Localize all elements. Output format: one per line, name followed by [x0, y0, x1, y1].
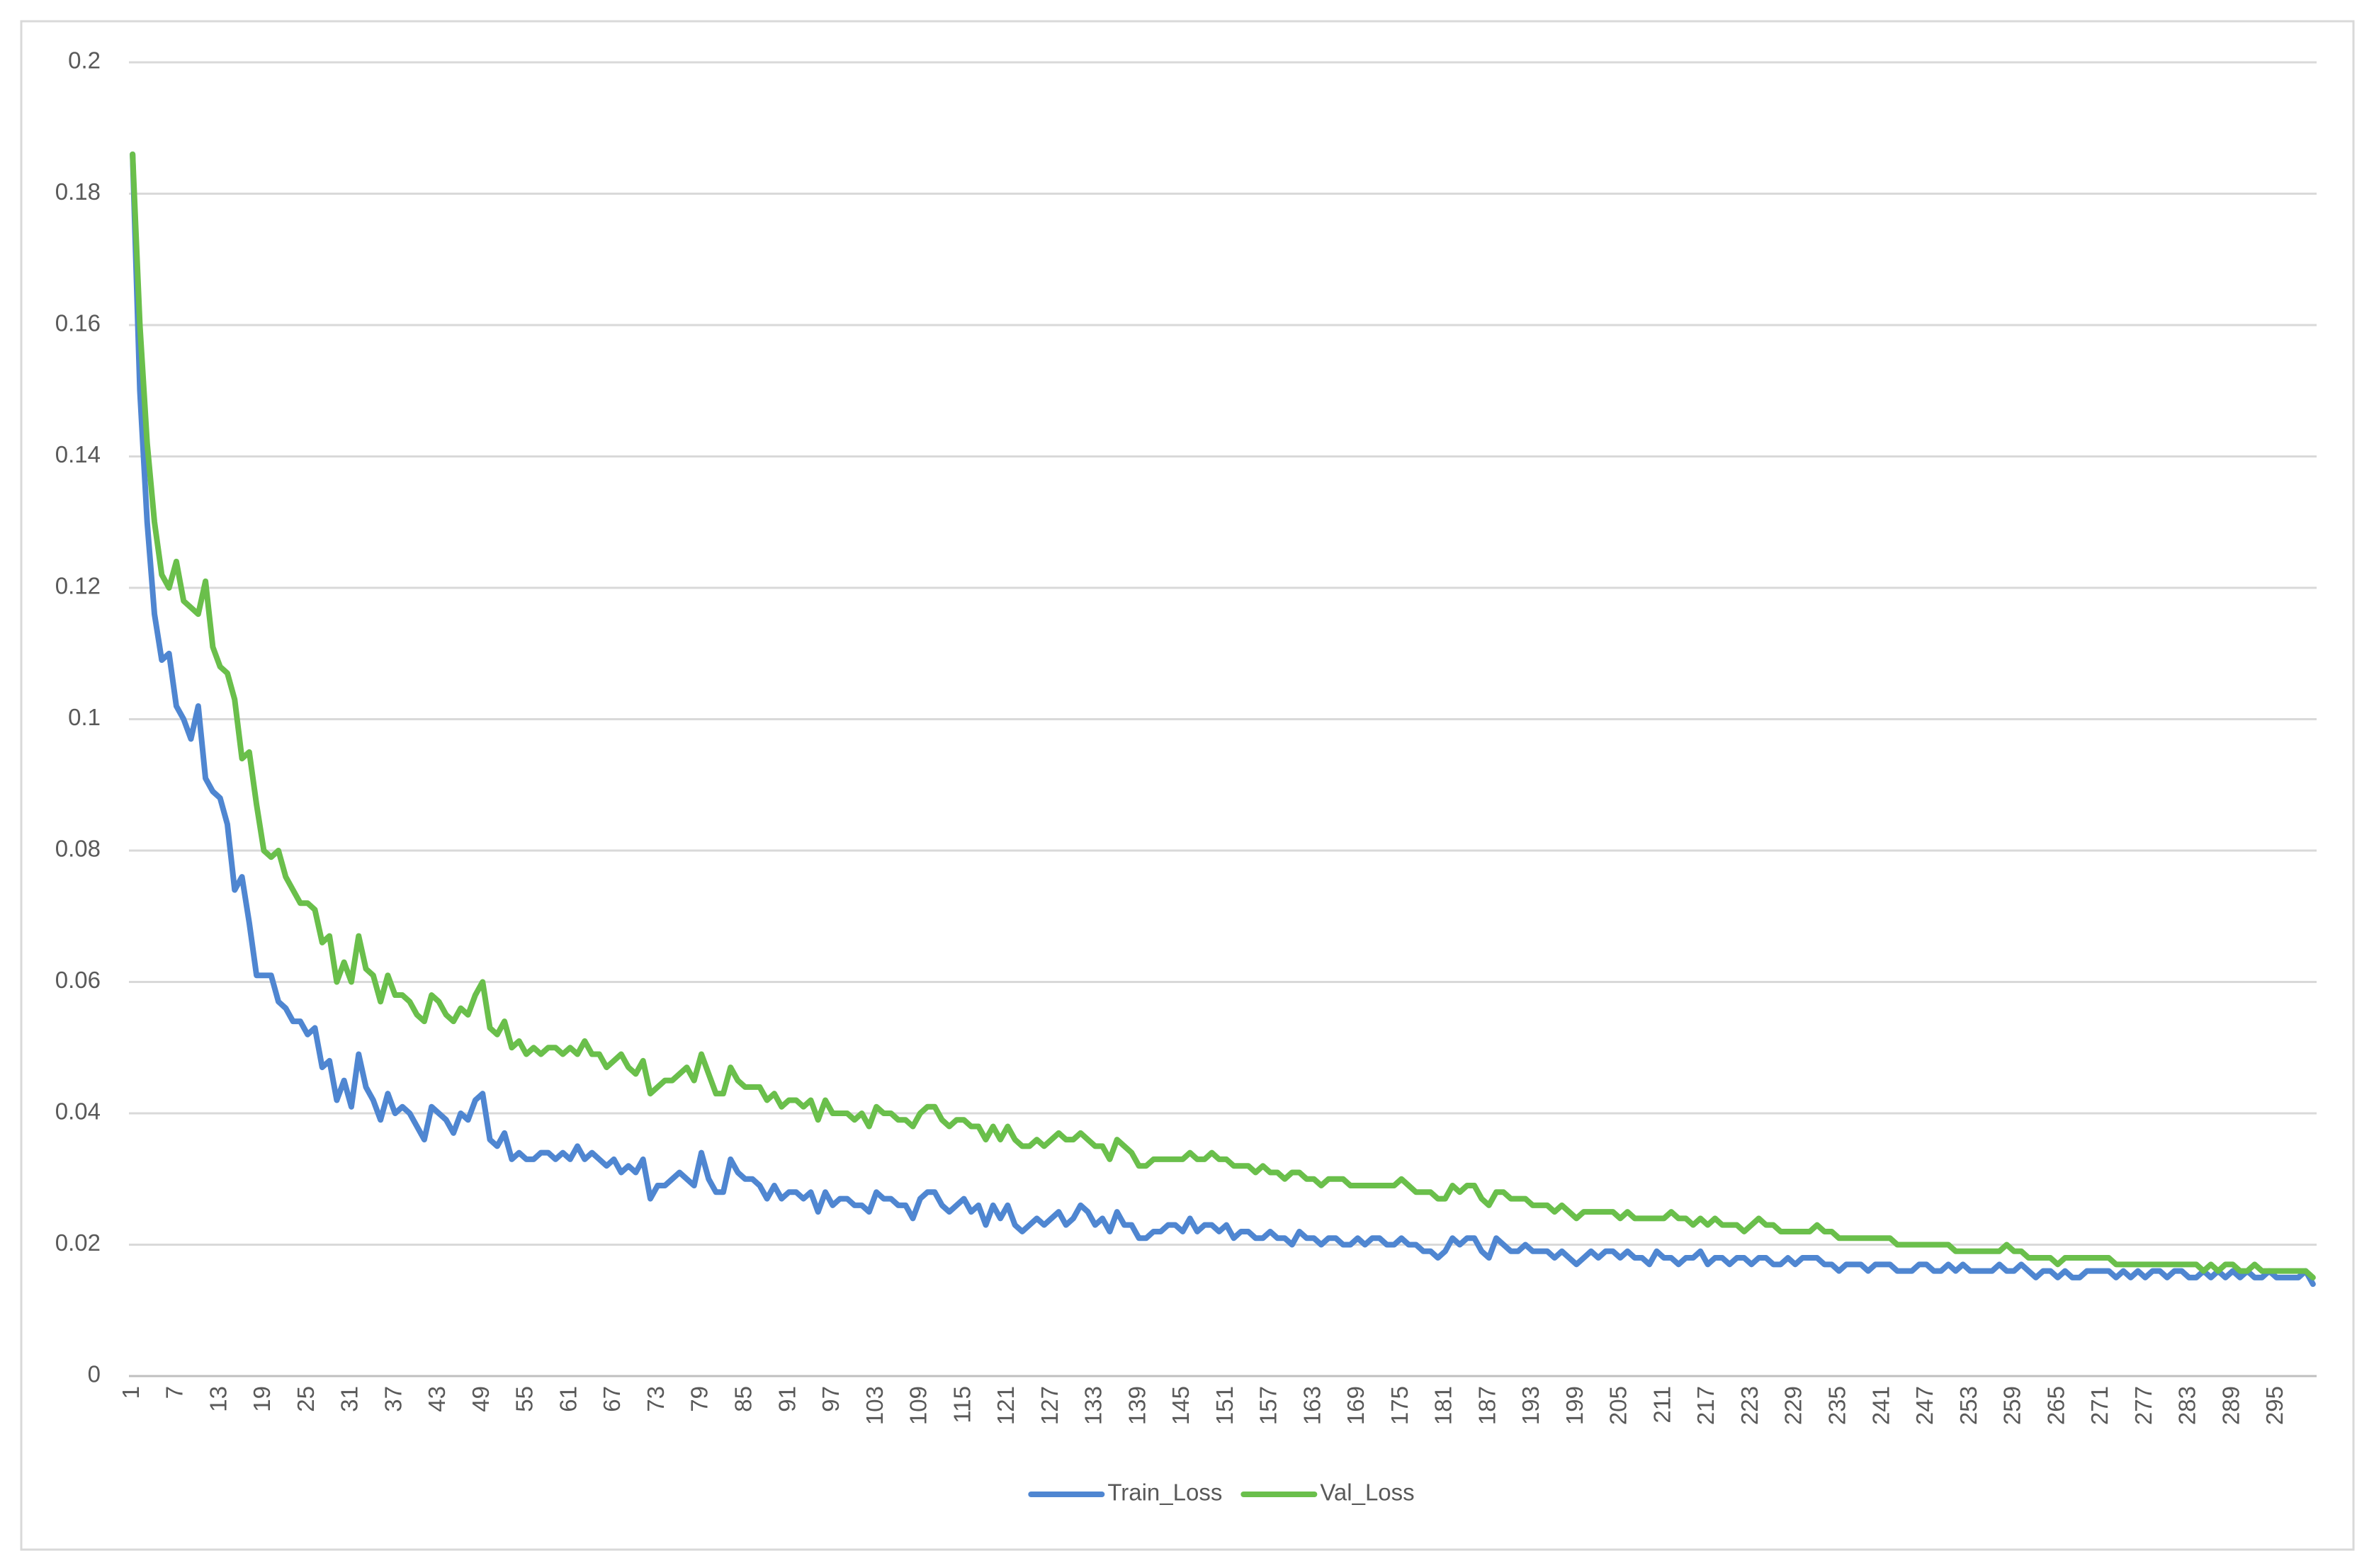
- x-tick-label: 253: [1955, 1386, 1982, 1425]
- x-tick-label: 235: [1824, 1386, 1850, 1425]
- y-tick-label: 0.12: [55, 573, 101, 599]
- legend-label: Val_Loss: [1320, 1479, 1414, 1506]
- x-tick-label: 205: [1605, 1386, 1632, 1425]
- x-tick-label: 73: [643, 1386, 669, 1412]
- x-tick-label: 49: [468, 1386, 494, 1412]
- x-tick-label: 289: [2217, 1386, 2244, 1425]
- x-tick-label: 157: [1255, 1386, 1282, 1425]
- x-tick-label: 277: [2130, 1386, 2157, 1425]
- y-tick-label: 0.08: [55, 836, 101, 862]
- x-tick-label: 139: [1124, 1386, 1150, 1425]
- x-tick-label: 67: [599, 1386, 625, 1412]
- x-tick-label: 229: [1780, 1386, 1807, 1425]
- y-tick-label: 0.14: [55, 441, 101, 467]
- x-tick-label: 283: [2174, 1386, 2200, 1425]
- x-tick-label: 1: [118, 1386, 144, 1399]
- y-tick-label: 0.16: [55, 310, 101, 336]
- x-tick-label: 151: [1211, 1386, 1238, 1425]
- x-tick-label: 211: [1649, 1386, 1675, 1424]
- x-tick-label: 247: [1911, 1386, 1938, 1425]
- x-tick-label: 37: [380, 1386, 406, 1412]
- x-tick-label: 109: [905, 1386, 932, 1425]
- series-line: [130, 151, 2316, 1280]
- x-tick-label: 187: [1474, 1386, 1500, 1425]
- x-tick-label: 19: [249, 1386, 275, 1412]
- x-tick-label: 163: [1299, 1386, 1325, 1425]
- x-tick-label: 241: [1867, 1386, 1894, 1425]
- y-tick-label: 0.1: [68, 704, 101, 730]
- x-tick-label: 271: [2086, 1386, 2113, 1425]
- x-tick-label: 7: [162, 1386, 188, 1399]
- x-tick-label: 97: [818, 1386, 844, 1412]
- y-tick-label: 0: [88, 1361, 101, 1387]
- x-tick-label: 181: [1430, 1386, 1457, 1425]
- x-tick-label: 121: [993, 1386, 1019, 1425]
- x-tick-label: 25: [293, 1386, 319, 1412]
- y-tick-label: 0.18: [55, 178, 101, 205]
- x-tick-label: 43: [424, 1386, 450, 1412]
- legend-label: Train_Loss: [1107, 1479, 1222, 1506]
- x-tick-label: 193: [1517, 1386, 1544, 1425]
- x-tick-label: 259: [1999, 1386, 2025, 1425]
- chart-border: [20, 20, 2355, 1551]
- x-tick-label: 133: [1080, 1386, 1107, 1425]
- x-tick-label: 217: [1692, 1386, 1719, 1425]
- x-tick-label: 13: [205, 1386, 231, 1412]
- x-tick-label: 55: [511, 1386, 538, 1412]
- x-tick-label: 61: [555, 1386, 581, 1412]
- x-tick-label: 115: [949, 1386, 975, 1424]
- legend: Train_Loss Val_Loss: [1028, 1479, 1415, 1506]
- x-tick-label: 145: [1168, 1386, 1194, 1425]
- x-tick-label: 127: [1036, 1386, 1063, 1425]
- series-line: [130, 151, 2316, 1288]
- x-tick-label: 31: [337, 1386, 363, 1412]
- y-tick-label: 0.2: [68, 47, 101, 74]
- x-tick-label: 223: [1736, 1386, 1763, 1425]
- x-tick-label: 175: [1386, 1386, 1413, 1425]
- x-tick-label: 265: [2042, 1386, 2069, 1425]
- x-tick-label: 295: [2261, 1386, 2288, 1425]
- y-tick-label: 0.06: [55, 967, 101, 993]
- x-tick-label: 91: [774, 1386, 800, 1412]
- x-tick-label: 79: [686, 1386, 713, 1412]
- y-tick-label: 0.04: [55, 1098, 101, 1125]
- x-tick-label: 199: [1561, 1386, 1588, 1425]
- x-tick-label: 169: [1343, 1386, 1369, 1425]
- x-tick-label: 85: [730, 1386, 757, 1412]
- y-tick-label: 0.02: [55, 1229, 101, 1256]
- x-tick-label: 103: [861, 1386, 888, 1425]
